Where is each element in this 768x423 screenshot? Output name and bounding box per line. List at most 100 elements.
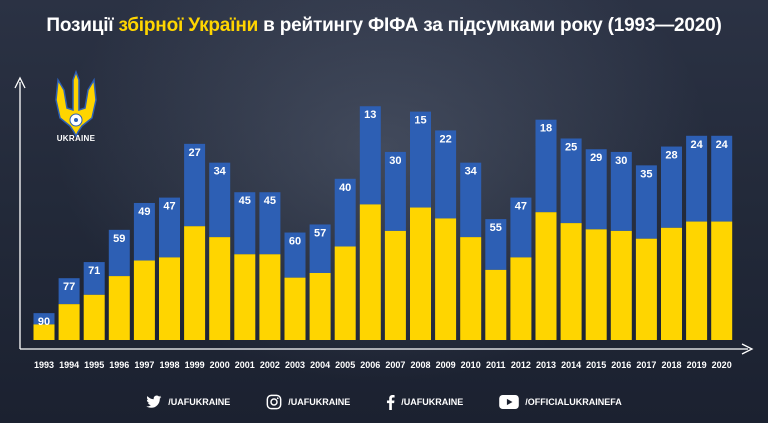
social-links: /UAFUKRAINE /UAFUKRAINE /UAFUKRAINE /OFF… bbox=[0, 388, 768, 416]
bar-2003-blue bbox=[284, 232, 306, 278]
trident-emblem-icon bbox=[55, 70, 97, 138]
value-label-2007: 30 bbox=[389, 155, 401, 167]
x-tick-2004: 2004 bbox=[310, 360, 330, 370]
bar-2019-blue bbox=[686, 135, 708, 222]
bar-2004-yellow bbox=[309, 272, 331, 340]
bar-2002-yellow bbox=[259, 254, 281, 340]
bar-1997-yellow bbox=[133, 260, 155, 340]
bar-2006-blue bbox=[359, 106, 381, 205]
x-tick-2016: 2016 bbox=[611, 360, 631, 370]
bar-1996-yellow bbox=[108, 276, 130, 340]
facebook-icon bbox=[387, 394, 395, 410]
chart-value-labels: 90 77 71 59 49 47 27 34 45 45 60 57 40 13 30 15 22 34 55 47… bbox=[38, 109, 729, 328]
bar-2015-blue bbox=[585, 149, 607, 230]
bar-2011-yellow bbox=[485, 269, 507, 340]
value-label-2020: 24 bbox=[716, 139, 729, 151]
x-tick-1994: 1994 bbox=[59, 360, 79, 370]
value-label-2017: 35 bbox=[640, 168, 652, 180]
x-tick-1996: 1996 bbox=[109, 360, 129, 370]
bar-2018-blue bbox=[661, 146, 682, 228]
logo-caption: UKRAINE bbox=[56, 134, 96, 143]
value-label-2009: 22 bbox=[439, 133, 451, 145]
value-label-2019: 24 bbox=[690, 139, 703, 151]
bar-2020-blue bbox=[711, 135, 733, 222]
bar-2010-blue bbox=[460, 162, 482, 238]
bar-2017-blue bbox=[635, 165, 657, 239]
value-label-2016: 30 bbox=[615, 155, 627, 167]
bar-2009-yellow bbox=[435, 218, 457, 340]
value-label-2018: 28 bbox=[665, 150, 677, 162]
bar-2011-blue bbox=[485, 219, 507, 270]
social-twitter-label: /UAFUKRAINE bbox=[168, 397, 231, 407]
value-label-2003: 60 bbox=[289, 236, 301, 248]
value-label-1998: 47 bbox=[163, 201, 175, 213]
bar-2008-blue bbox=[410, 111, 431, 208]
value-label-2005: 40 bbox=[339, 182, 351, 194]
x-tick-2019: 2019 bbox=[687, 360, 707, 370]
bar-2007-blue bbox=[384, 151, 406, 231]
youtube-icon bbox=[499, 395, 520, 409]
bar-2001-yellow bbox=[234, 254, 256, 340]
x-tick-2002: 2002 bbox=[260, 360, 280, 370]
value-label-2000: 34 bbox=[214, 166, 227, 178]
x-tick-2010: 2010 bbox=[461, 360, 481, 370]
bar-1998-yellow bbox=[159, 257, 180, 340]
chart-tick-labels: 1993 1994 1995 1996 1997 1998 1999 2000 2001 2002… bbox=[34, 360, 732, 370]
bar-2007-yellow bbox=[384, 230, 406, 340]
value-label-1993: 90 bbox=[38, 316, 50, 328]
social-facebook[interactable]: /UAFUKRAINE bbox=[386, 394, 464, 410]
social-instagram[interactable]: /UAFUKRAINE bbox=[266, 394, 350, 410]
bar-2013-blue bbox=[535, 119, 557, 213]
bar-2010-yellow bbox=[460, 237, 482, 340]
x-tick-2013: 2013 bbox=[536, 360, 556, 370]
chart-bars bbox=[33, 106, 733, 340]
x-tick-2017: 2017 bbox=[636, 360, 656, 370]
y-axis-arrow bbox=[14, 76, 26, 89]
value-label-2014: 25 bbox=[565, 141, 577, 153]
value-label-2004: 57 bbox=[314, 227, 326, 239]
social-instagram-label: /UAFUKRAINE bbox=[288, 397, 351, 407]
bar-2004-blue bbox=[309, 224, 331, 273]
bar-2000-yellow bbox=[209, 237, 231, 340]
x-tick-2008: 2008 bbox=[410, 360, 430, 370]
value-label-2011: 55 bbox=[490, 222, 502, 234]
bar-2013-yellow bbox=[535, 212, 557, 340]
title-part-1: Позиції bbox=[46, 15, 119, 36]
x-tick-2015: 2015 bbox=[586, 360, 606, 370]
bar-2006-yellow bbox=[359, 204, 381, 340]
value-label-1997: 49 bbox=[138, 206, 150, 218]
bar-2002-blue bbox=[259, 192, 281, 255]
value-label-2002: 45 bbox=[264, 195, 276, 207]
x-tick-2005: 2005 bbox=[335, 360, 355, 370]
page-title: Позиції збірної України в рейтингу ФІФА … bbox=[0, 0, 768, 52]
x-tick-2012: 2012 bbox=[511, 360, 531, 370]
bar-2012-yellow bbox=[510, 257, 532, 340]
title-part-3: в рейтингу ФІФА за підсумками року (1993… bbox=[258, 15, 722, 36]
bar-2001-blue bbox=[234, 192, 256, 255]
x-tick-1995: 1995 bbox=[84, 360, 104, 370]
x-tick-2007: 2007 bbox=[385, 360, 405, 370]
bar-2008-yellow bbox=[410, 207, 431, 340]
value-label-2012: 47 bbox=[515, 201, 527, 213]
x-axis-arrow bbox=[741, 343, 754, 355]
value-label-1995: 71 bbox=[88, 265, 100, 277]
bar-1999-yellow bbox=[184, 226, 206, 340]
social-facebook-label: /UAFUKRAINE bbox=[401, 397, 464, 407]
x-tick-2003: 2003 bbox=[285, 360, 305, 370]
bar-1993-yellow bbox=[33, 324, 55, 340]
bar-2014-blue bbox=[560, 138, 582, 224]
social-youtube[interactable]: /OFFICIALUKRAINEFA bbox=[499, 395, 622, 409]
value-label-2010: 34 bbox=[465, 166, 478, 178]
value-label-2001: 45 bbox=[239, 195, 251, 207]
social-twitter[interactable]: /UAFUKRAINE bbox=[146, 395, 230, 409]
value-label-2008: 15 bbox=[414, 115, 426, 127]
bar-2000-blue bbox=[209, 162, 231, 238]
x-tick-2020: 2020 bbox=[712, 360, 732, 370]
twitter-icon bbox=[146, 395, 162, 408]
title-part-2: збірної України bbox=[118, 15, 259, 36]
x-tick-2006: 2006 bbox=[360, 360, 380, 370]
social-youtube-label: /OFFICIALUKRAINEFA bbox=[525, 397, 622, 407]
x-tick-1997: 1997 bbox=[134, 360, 154, 370]
bar-2003-yellow bbox=[284, 277, 306, 340]
bar-2016-yellow bbox=[610, 230, 632, 340]
